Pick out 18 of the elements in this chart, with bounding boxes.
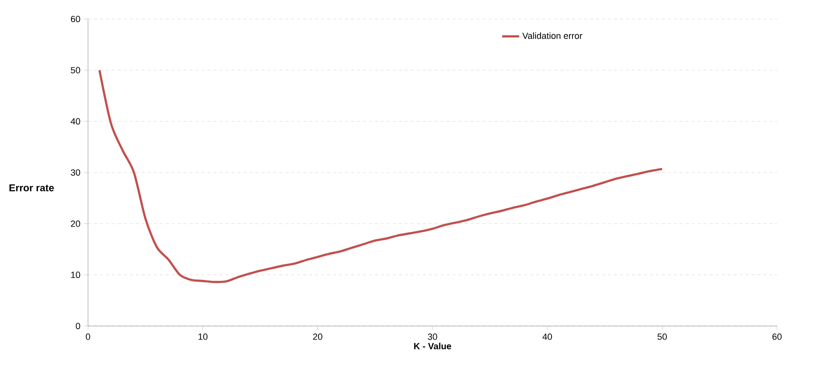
y-tick-label: 30	[70, 169, 80, 176]
x-tick-label: 0	[86, 334, 90, 340]
y-tick-label: 50	[70, 66, 80, 74]
x-tick-label: 20	[313, 334, 322, 340]
legend-label: Validation error	[522, 32, 582, 39]
y-tick-label: 20	[70, 220, 80, 227]
x-tick-label: 50	[658, 334, 667, 340]
x-tick-label: 60	[772, 334, 782, 340]
x-tick-label: 10	[198, 334, 208, 340]
y-axis-title: Error rate	[9, 184, 54, 192]
x-tick-label: 40	[542, 334, 552, 340]
y-tick-label: 10	[71, 272, 80, 278]
x-tick-label: 30	[428, 334, 438, 340]
y-tick-label: 60	[70, 16, 80, 22]
line-series	[98, 69, 664, 284]
y-tick-label: 0	[76, 322, 80, 330]
x-axis-title: K - Value	[414, 342, 452, 350]
y-tick-label: 40	[70, 118, 80, 125]
